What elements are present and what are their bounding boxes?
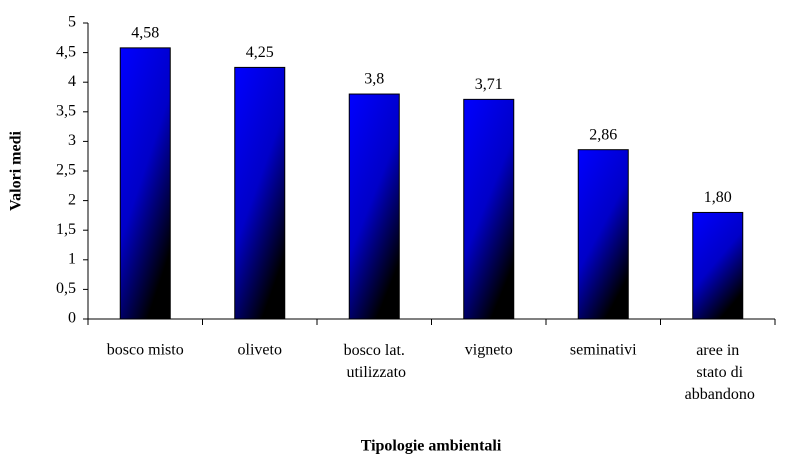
x-tick-label: aree in stato di abbandono bbox=[681, 342, 755, 403]
y-tick-label: 4,5 bbox=[56, 43, 76, 60]
y-tick-label: 5 bbox=[68, 14, 76, 31]
data-label: 4,58 bbox=[131, 25, 159, 42]
data-label: 3,8 bbox=[364, 71, 384, 88]
y-axis-title: Valori medi bbox=[8, 131, 25, 211]
bar bbox=[234, 66, 286, 320]
data-label: 3,71 bbox=[475, 76, 503, 93]
y-tick-label: 3 bbox=[68, 132, 76, 149]
bar bbox=[119, 47, 171, 320]
data-label: 1,80 bbox=[704, 189, 732, 206]
x-tick-label: seminativi bbox=[570, 342, 637, 359]
bar bbox=[348, 93, 400, 320]
data-label: 4,25 bbox=[246, 44, 274, 61]
y-tick-label: 0 bbox=[68, 310, 76, 327]
x-axis-title: Tipologie ambientali bbox=[361, 438, 502, 455]
x-tick-label: bosco lat. utilizzato bbox=[342, 342, 406, 381]
bar bbox=[692, 211, 744, 320]
x-tick-label: bosco misto bbox=[107, 342, 184, 359]
y-tick-label: 2,5 bbox=[56, 162, 76, 179]
y-tick-label: 1 bbox=[68, 250, 76, 267]
y-tick-label: 2 bbox=[68, 191, 76, 208]
data-label: 2,86 bbox=[589, 126, 617, 143]
y-tick-label: 0,5 bbox=[56, 280, 76, 297]
bar bbox=[577, 149, 629, 320]
bar bbox=[463, 98, 515, 320]
y-tick-label: 1,5 bbox=[56, 221, 76, 238]
x-tick-label: oliveto bbox=[238, 342, 282, 359]
x-tick-label: vigneto bbox=[465, 342, 513, 359]
y-tick-label: 4 bbox=[68, 73, 76, 90]
y-tick-label: 3,5 bbox=[56, 102, 76, 119]
